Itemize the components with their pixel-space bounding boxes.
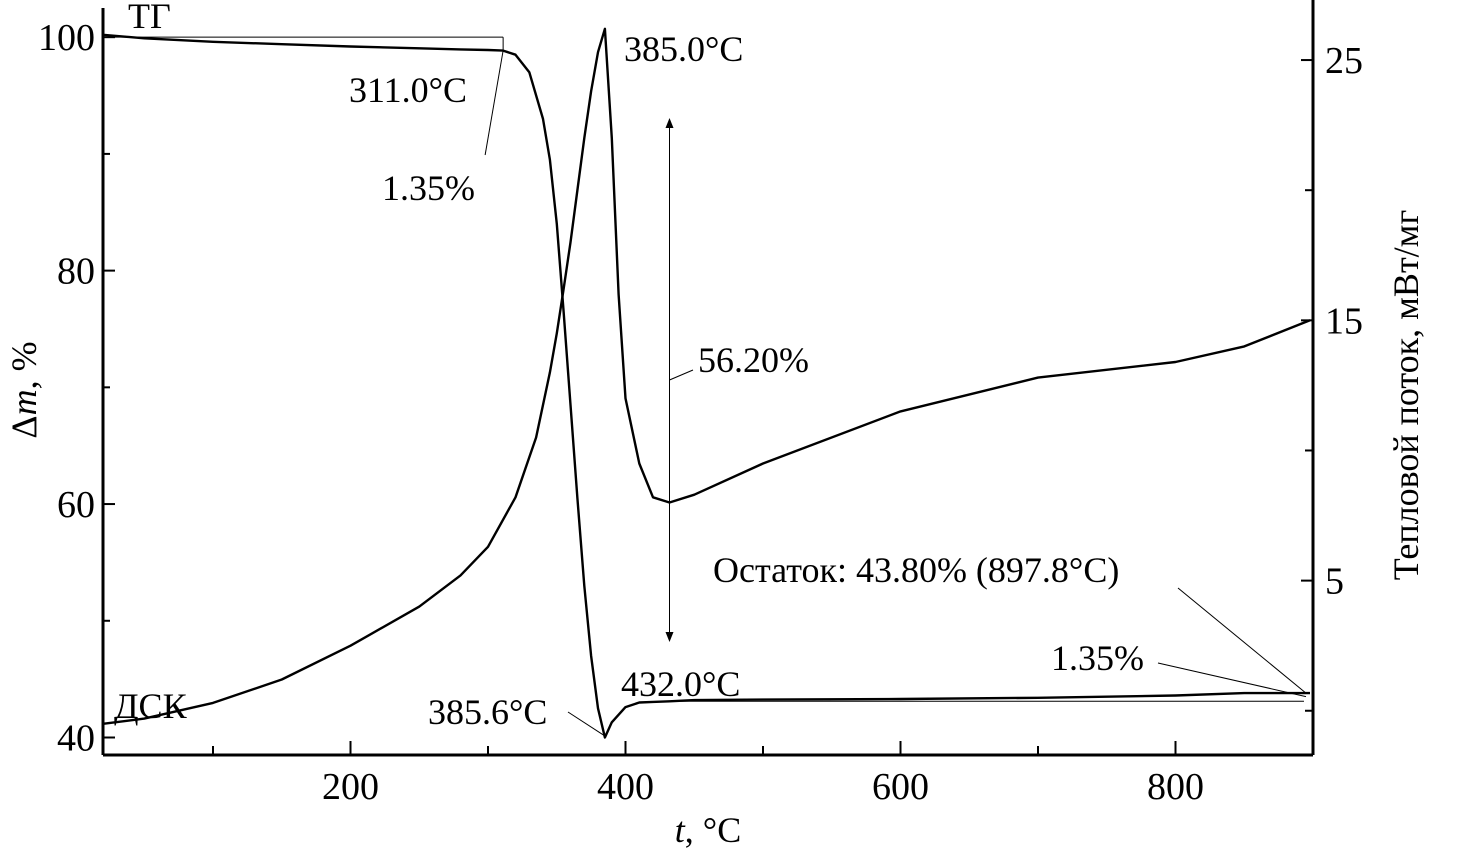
residue-leader [1177,587,1307,694]
tg-min-temp-annotation: 385.6°C [428,692,547,732]
x-tick-label: 600 [872,766,929,808]
onset-temp-annotation: 311.0°C [349,70,467,110]
y-left-tick-label: 40 [57,717,95,759]
y-left-tick-label: 100 [38,17,95,59]
y-left-axis-title-var: m [4,389,44,415]
axes [101,0,1315,757]
mass-loss-arrow-head-up [665,118,674,128]
dsc-curve-label: ДСК [114,686,188,726]
peak-temp-annotation: 385.0°C [624,29,743,69]
mass-loss-leader [669,369,694,381]
x-tick-label: 200 [322,766,379,808]
y-right-tick-label: 15 [1325,300,1363,342]
y-right-axis-title: Тепловой поток, мВт/мг [1386,210,1426,580]
ticks: 200 400 600 800 40 60 80 100 5 15 25 [38,17,1363,808]
x-tick-label: 800 [1147,766,1204,808]
x-axis-title-unit: , °C [685,810,741,850]
y-left-axis-title: Δm, % [4,341,44,438]
y-left-axis-title-symbol: Δ [4,415,44,438]
onset-leader [484,50,504,156]
mass-loss-annotation: 56.20% [698,340,809,380]
x-axis-title: t, °C [675,810,741,850]
y-right-tick-label: 25 [1325,40,1363,82]
x-tick-label: 400 [597,766,654,808]
y-left-tick-label: 60 [57,484,95,526]
mass-loss-arrow-head-down [665,632,674,642]
tg-min-leader [567,711,604,736]
guide-lines [105,36,1307,736]
y-right-tick-label: 5 [1325,561,1344,603]
tg-curve-label: ТГ [128,0,171,36]
final-loss-annotation: 1.35% [1051,638,1144,678]
dsc-curve [102,27,1311,725]
end-temp-annotation: 432.0°C [621,664,740,704]
residue-annotation: Остаток: 43.80% (897.8°C) [713,550,1119,590]
x-axis-title-var: t [675,810,686,850]
onset-loss-annotation: 1.35% [382,168,475,208]
series-group [102,27,1311,739]
y-left-axis-title-unit: , % [4,341,44,389]
y-left-tick-label: 80 [57,251,95,293]
tg-curve [102,33,1310,739]
final-loss-leader [1157,662,1307,698]
